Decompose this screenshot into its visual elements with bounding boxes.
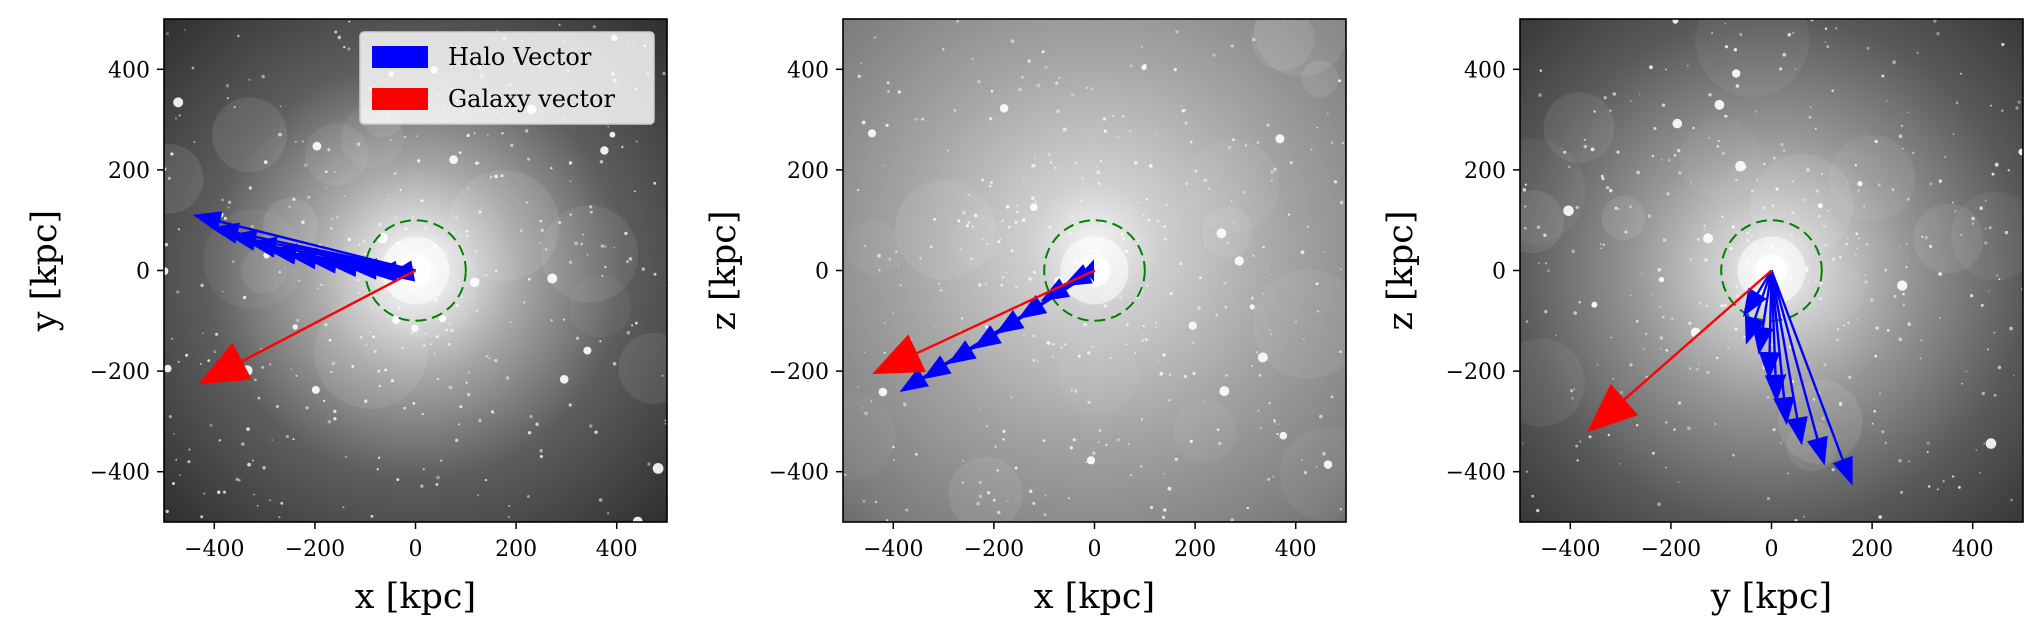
halo-vector-4-head [995, 310, 1025, 335]
y-tick-label: −200 [1446, 360, 1506, 385]
halo-vector-6 [1752, 270, 1774, 355]
halo-vector-5-head [1017, 295, 1048, 320]
y-tick-label: −200 [769, 360, 829, 385]
halo-vector-2-head [228, 229, 258, 251]
halo-vector-0-shaft [219, 220, 416, 272]
legend-swatch-halo [372, 46, 428, 68]
halo-vector-3-head [248, 236, 278, 258]
y-tick-label: 400 [108, 58, 150, 83]
y-tick-label: 200 [787, 159, 829, 184]
halo-vector-1-head [1806, 435, 1828, 466]
halo-vector-5-shaft [1768, 270, 1773, 353]
x-axis-label: y [kpc] [1710, 577, 1832, 617]
x-axis-label: x [kpc] [1034, 577, 1155, 617]
halo-vector-5 [1758, 270, 1781, 381]
halo-vector-2-shaft [1770, 270, 1799, 419]
x-tick-label: 200 [1851, 537, 1893, 562]
halo-vector-1 [1770, 270, 1828, 466]
x-axis-label: x [kpc] [355, 577, 476, 617]
galaxy-vector [198, 269, 417, 385]
halo-vector-2-head [1786, 416, 1808, 446]
x-tick-label: −200 [1641, 537, 1701, 562]
halo-vector-8-shaft [1756, 269, 1773, 295]
halo-vector-7-shaft [1753, 270, 1773, 320]
x-tick-label: 400 [1275, 537, 1317, 562]
halo-vector-8-head [348, 258, 378, 280]
panel-yz: −400 −200 0 200 400 −400 −200 0 200 400 y [kpc] z [… [1381, 18, 2024, 617]
halo-vector-0-shaft [1770, 270, 1844, 461]
legend-label-halo: Halo Vector [448, 43, 592, 71]
x-tick-label: 0 [1765, 537, 1779, 562]
y-axis-label: y [kpc] [25, 210, 65, 332]
density-map [843, 19, 1346, 522]
halo-vector-1-shaft [1770, 270, 1819, 440]
halo-vector-4-head [1764, 374, 1787, 403]
x-tick-label: 400 [596, 537, 638, 562]
halo-vector-0-head [192, 211, 223, 233]
galaxy-vector-shaft [241, 269, 417, 363]
halo-vector-2 [1770, 270, 1808, 446]
galaxy-vector-head [872, 334, 926, 375]
y-tick-label: 400 [787, 58, 829, 83]
y-tick-label: −400 [90, 461, 150, 486]
halo-vector-3-head [972, 325, 1002, 350]
halo-vector-7-head [1744, 314, 1766, 345]
halo-vector-0-head [1832, 455, 1853, 486]
y-tick-label: 200 [108, 159, 150, 184]
y-tick-label: 0 [136, 260, 150, 285]
halo-vector-0 [1770, 270, 1853, 486]
y-tick-label: −400 [769, 461, 829, 486]
legend-label-galaxy: Galaxy vector [448, 85, 615, 113]
halo-vector-2-head [947, 340, 977, 365]
x-tick-label: 0 [409, 537, 423, 562]
x-tick-label: −200 [285, 537, 345, 562]
galaxy-vector-head [1586, 383, 1639, 433]
halo-vector-7 [1744, 270, 1773, 345]
aperture-circle [1043, 219, 1146, 322]
legend-swatch-galaxy [372, 88, 428, 110]
x-tick-label: −200 [964, 537, 1024, 562]
legend-frame [359, 31, 655, 125]
galaxy-vector [1586, 269, 1773, 433]
halo-vector-3-head [1773, 396, 1795, 426]
halo-vector-1-head [922, 355, 952, 380]
y-axis-label: z [kpc] [704, 210, 744, 330]
x-tick-label: −400 [863, 537, 923, 562]
galaxy-vector [872, 269, 1096, 375]
x-tick-label: 0 [1088, 537, 1102, 562]
y-axis-label: z [kpc] [1381, 210, 1421, 330]
x-tick-label: 200 [1174, 537, 1216, 562]
x-tick-label: 400 [1952, 537, 1994, 562]
halo-vector-1-head [210, 222, 240, 244]
x-tick-label: −400 [1540, 537, 1600, 562]
x-tick-label: −400 [184, 537, 244, 562]
halo-vector-0 [192, 211, 416, 272]
x-tick-label: 200 [495, 537, 537, 562]
halo-vector-6-head [1752, 325, 1774, 355]
halo-vector-8-head [1743, 287, 1767, 317]
y-tick-label: 0 [1492, 260, 1506, 285]
y-tick-label: 0 [815, 260, 829, 285]
halo-vector-5-head [1758, 351, 1781, 381]
halo-vector-6-shaft [1761, 270, 1773, 328]
halo-vector-0-head [899, 368, 930, 392]
galaxy-vector-shaft [916, 269, 1096, 355]
y-tick-label: 200 [1464, 159, 1506, 184]
legend: Halo Vector Galaxy vector [359, 31, 655, 125]
y-tick-label: 400 [1464, 58, 1506, 83]
y-tick-label: −400 [1446, 461, 1506, 486]
galaxy-vector-head [198, 342, 252, 385]
panel-xz: −400 −200 0 200 400 −400 −200 0 200 400 x [kpc] z [… [704, 18, 1347, 617]
y-tick-label: −200 [90, 360, 150, 385]
galaxy-vector-shaft [1623, 269, 1773, 401]
halo-vector-8 [1743, 269, 1773, 317]
